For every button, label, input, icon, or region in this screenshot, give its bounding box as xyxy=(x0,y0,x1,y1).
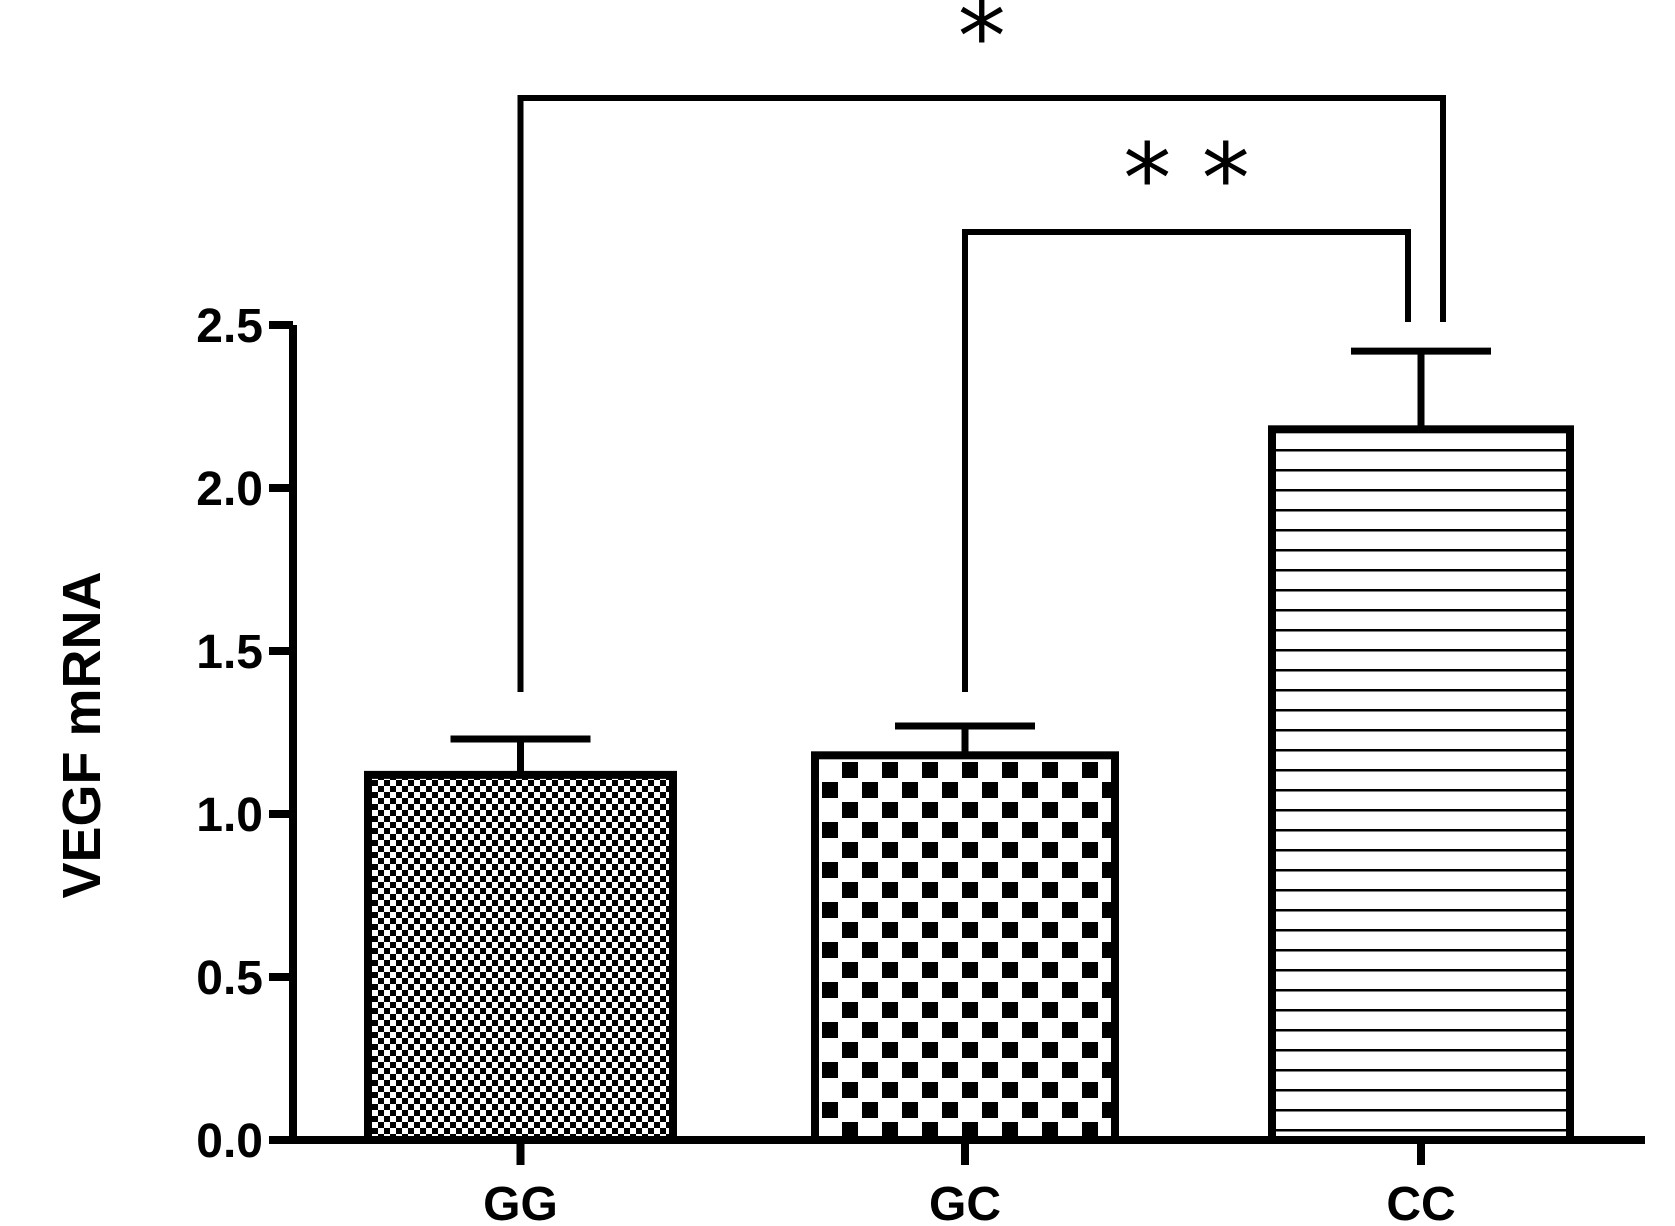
y-tick-label: 2.5 xyxy=(196,300,263,353)
x-tick-label: CC xyxy=(1386,1178,1455,1226)
y-tick-label: 2.0 xyxy=(196,463,263,516)
bar-gg xyxy=(364,770,677,1144)
x-tick-label: GC xyxy=(929,1178,1001,1226)
y-tick-label: 0.0 xyxy=(196,1115,263,1168)
significance-label: * * xyxy=(1123,123,1250,235)
y-axis: 0.0 0.5 1.0 1.5 2.0 2.5 xyxy=(196,300,297,1168)
x-tick-label: GG xyxy=(483,1178,558,1226)
x-axis: GG GC CC xyxy=(269,1136,1645,1226)
y-tick-label: 1.5 xyxy=(196,626,263,679)
bar-cc xyxy=(1268,425,1574,1144)
significance-bracket xyxy=(517,95,1446,692)
bars xyxy=(364,347,1574,1144)
significance-label: * xyxy=(958,0,1006,93)
y-tick-label: 0.5 xyxy=(196,952,263,1005)
significance-brackets: * * * xyxy=(517,0,1446,692)
significance-bracket xyxy=(962,229,1411,692)
bar-gc xyxy=(811,751,1119,1144)
y-axis-title: VEGF mRNA xyxy=(52,571,112,898)
y-tick-label: 1.0 xyxy=(196,789,263,842)
